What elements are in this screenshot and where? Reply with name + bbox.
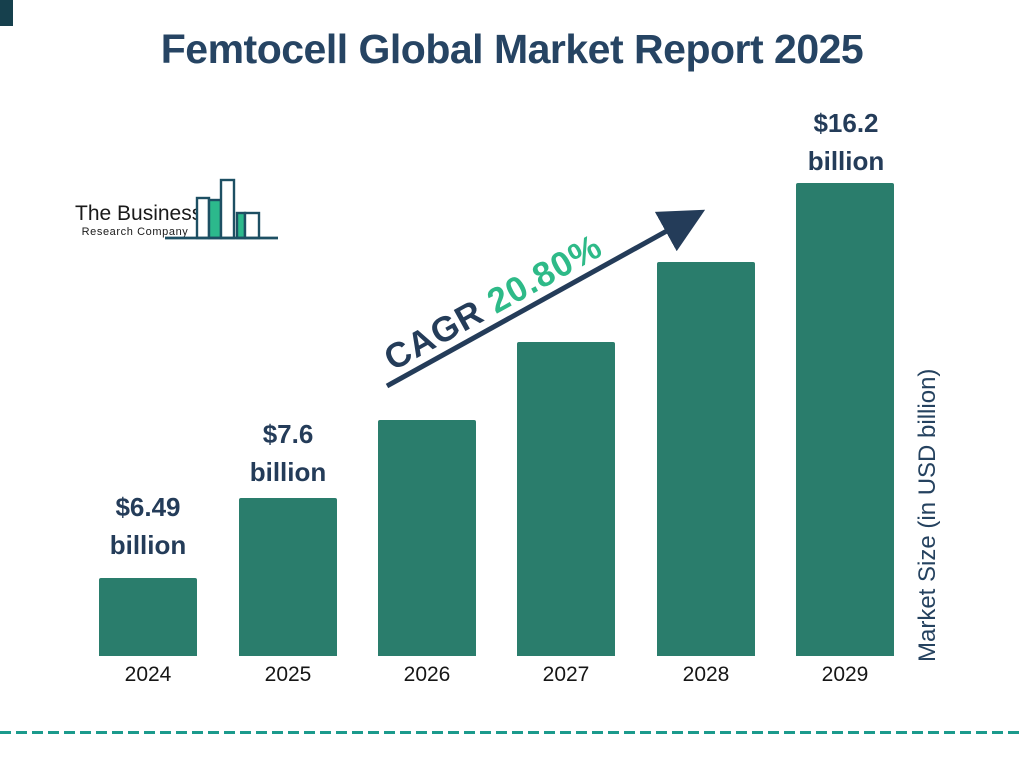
value-label-2024: $6.49 billion: [73, 488, 223, 564]
value-label-2029: $16.2 billion: [771, 104, 921, 180]
x-tick-2024: 2024: [124, 663, 172, 686]
value-unit: billion: [109, 530, 187, 560]
bar-2026: [378, 420, 476, 656]
x-tick-2025: 2025: [264, 663, 312, 686]
company-logo-text: The Business Research Company: [75, 202, 203, 238]
y-axis-label: Market Size (in USD billion): [914, 368, 941, 662]
x-tick-2027: 2027: [542, 663, 590, 686]
value-amount: $6.49: [115, 492, 181, 522]
value-unit: billion: [249, 457, 327, 487]
x-tick-2029: 2029: [821, 663, 869, 686]
company-logo-subtitle: Research Company: [81, 226, 189, 238]
value-amount: $16.2: [813, 108, 879, 138]
trend-arrow-icon: [385, 209, 706, 389]
corner-accent-mark: [0, 0, 13, 26]
bar-2027: [517, 342, 615, 656]
bar-chart-logo-icon: [165, 178, 278, 240]
bar-2028: [657, 262, 755, 656]
bar-2024: [99, 578, 197, 656]
page-title: Femtocell Global Market Report 2025: [160, 26, 864, 72]
bar-2025: [239, 498, 337, 656]
x-tick-2028: 2028: [682, 663, 730, 686]
value-label-2025: $7.6 billion: [213, 415, 363, 491]
value-amount: $7.6: [262, 419, 314, 449]
bar-2029: [796, 183, 894, 656]
company-logo: The Business Research Company: [75, 178, 290, 248]
company-logo-name: The Business: [75, 202, 203, 225]
x-tick-2026: 2026: [403, 663, 451, 686]
value-unit: billion: [807, 146, 885, 176]
bottom-dashed-divider: [0, 731, 1024, 734]
